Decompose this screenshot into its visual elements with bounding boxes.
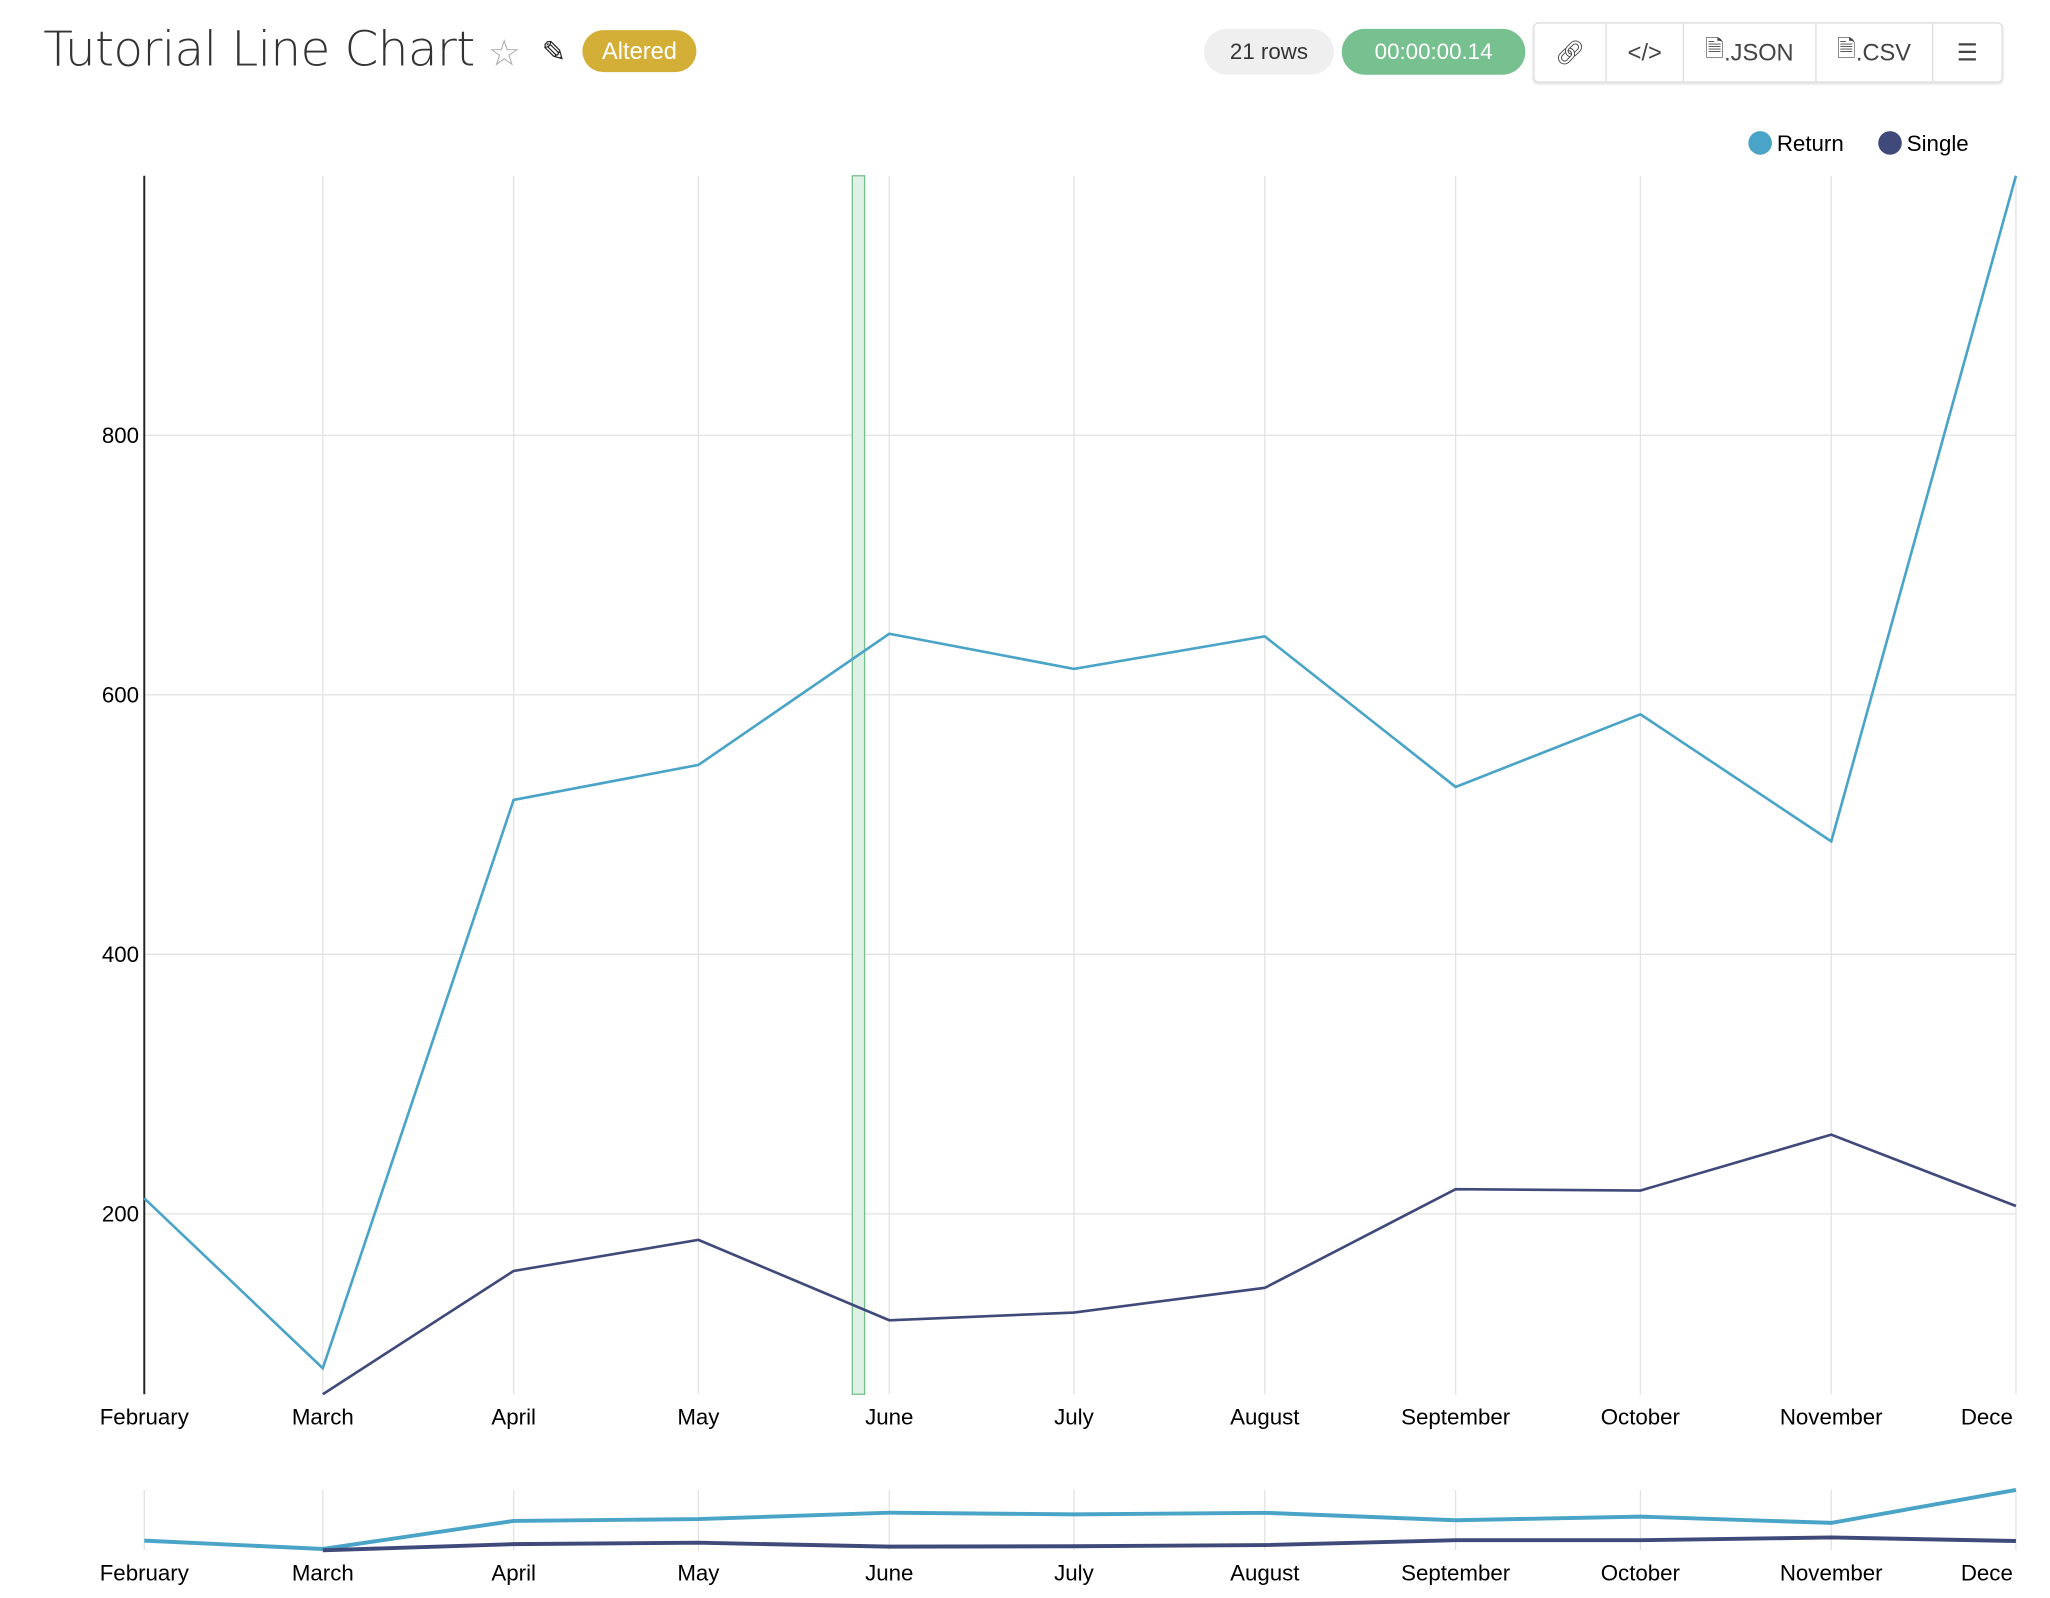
legend-item-return[interactable]: Return <box>1747 131 1844 157</box>
legend-item-single[interactable]: Single <box>1877 131 1969 157</box>
star-icon[interactable]: ☆ <box>487 32 521 74</box>
overview-x-tick-label: September <box>1401 1560 1511 1585</box>
file-csv-icon: 🗎 <box>1836 35 1856 62</box>
link-icon: 🔗︎ <box>1555 38 1585 65</box>
overview-x-tick-label: Dece <box>1961 1560 2013 1585</box>
overview-x-tick-label: November <box>1780 1560 1883 1585</box>
x-tick-label: May <box>677 1404 720 1429</box>
x-tick-label: Dece <box>1961 1404 2013 1429</box>
highlight-band <box>851 175 866 1395</box>
y-tick-label: 400 <box>102 942 139 967</box>
x-tick-label: June <box>865 1404 913 1429</box>
x-tick-label: April <box>491 1404 536 1429</box>
x-tick-label: August <box>1230 1404 1300 1429</box>
edit-icon[interactable]: ✎ <box>541 35 566 69</box>
legend-dot <box>1747 131 1772 155</box>
series-line-return <box>143 175 2018 1371</box>
x-tick-label: March <box>292 1404 354 1429</box>
page-title: Tutorial Line Chart <box>43 20 475 78</box>
y-tick-label: 200 <box>102 1202 139 1227</box>
y-tick-label: 600 <box>102 683 139 708</box>
query-time: 00:00:00.14 <box>1341 28 1526 75</box>
x-tick-label: September <box>1401 1404 1511 1429</box>
x-tick-label: November <box>1780 1404 1883 1429</box>
overview-series-line-single <box>322 1535 2016 1553</box>
overview-x-tick-label: May <box>677 1560 720 1585</box>
legend: Return Single <box>1747 131 1969 157</box>
menu-icon: ☰ <box>1956 38 1978 65</box>
code-icon: </> <box>1627 38 1662 65</box>
x-tick-label: July <box>1054 1404 1094 1429</box>
embed-code-button[interactable]: </> <box>1607 23 1685 82</box>
series-line-single <box>322 1133 2017 1396</box>
legend-dot <box>1877 131 1902 155</box>
overview-x-tick-label: June <box>865 1560 913 1585</box>
link-button[interactable]: 🔗︎ <box>1535 23 1607 82</box>
status-badge: Altered <box>582 30 697 73</box>
file-json-icon: 🗎 <box>1705 35 1725 62</box>
row-count: 21 rows <box>1204 28 1334 75</box>
toolbar: 🔗︎ </> 🗎 .JSON 🗎 .CSV ☰ <box>1533 22 2003 83</box>
json-button[interactable]: 🗎 .JSON <box>1684 23 1816 82</box>
overview-x-tick-label: July <box>1054 1560 1094 1585</box>
menu-button[interactable]: ☰ <box>1933 24 2001 82</box>
csv-button[interactable]: 🗎 .CSV <box>1816 23 1934 82</box>
y-tick-label: 800 <box>102 423 139 448</box>
x-tick-label: February <box>100 1404 190 1429</box>
overview-x-tick-label: February <box>100 1560 190 1585</box>
overview-x-tick-label: March <box>292 1560 354 1585</box>
x-tick-label: October <box>1601 1404 1681 1429</box>
overview-x-tick-label: August <box>1230 1560 1300 1585</box>
overview-x-tick-label: April <box>491 1560 536 1585</box>
overview-x-tick-label: October <box>1601 1560 1681 1585</box>
overview-series-line-return <box>144 1488 2017 1551</box>
